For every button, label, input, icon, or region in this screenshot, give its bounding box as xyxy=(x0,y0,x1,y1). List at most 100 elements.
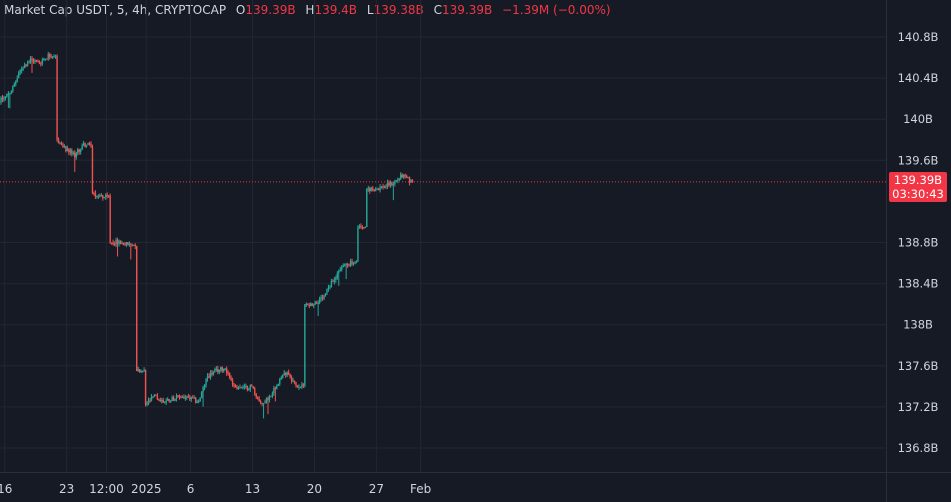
candle-body xyxy=(394,181,396,184)
candle-body xyxy=(147,400,150,404)
candle-body xyxy=(54,56,57,58)
candle-body xyxy=(128,243,131,246)
x-tick-label: 13 xyxy=(245,482,260,496)
candle-body xyxy=(243,386,246,388)
candle-body xyxy=(326,289,328,294)
candle-body xyxy=(43,59,45,61)
candle-body xyxy=(336,273,339,279)
x-tick-label: 16 xyxy=(0,482,12,496)
candle-body xyxy=(385,186,387,188)
candle-body xyxy=(346,264,349,266)
candle-body xyxy=(203,385,206,388)
candle-body xyxy=(208,376,210,378)
candle-body xyxy=(357,227,359,262)
candle-body xyxy=(161,400,163,402)
candle-body xyxy=(31,58,33,60)
candle-body xyxy=(134,244,136,247)
candle-body xyxy=(122,242,125,245)
candle-body xyxy=(66,148,69,152)
candle-body xyxy=(85,144,88,147)
candle-body xyxy=(305,303,308,305)
candle-body xyxy=(143,369,145,371)
candle-body xyxy=(348,265,350,267)
candle-body xyxy=(180,397,182,399)
candle-body xyxy=(152,396,154,398)
candle-body xyxy=(217,368,219,373)
candle-body xyxy=(361,227,364,229)
x-tick-label: 20 xyxy=(307,482,322,496)
candle-body xyxy=(50,56,52,58)
y-tick-label: 138.8B xyxy=(898,236,939,250)
candle-body xyxy=(197,401,200,403)
candle-body xyxy=(103,196,105,199)
candle-body xyxy=(195,397,197,403)
candle-body xyxy=(293,380,296,383)
candle-body xyxy=(298,387,300,389)
y-tick-label: 136.8B xyxy=(898,441,939,455)
candle-body xyxy=(200,392,203,398)
candle-body xyxy=(209,372,212,378)
candle-body xyxy=(271,393,274,396)
candle-body xyxy=(107,195,110,197)
candle-body xyxy=(16,78,18,82)
candle-body xyxy=(7,93,10,95)
candle-body xyxy=(130,243,132,245)
candle-body xyxy=(360,225,362,228)
candle-body xyxy=(223,368,225,372)
candle-body xyxy=(296,385,299,388)
candle-body xyxy=(23,64,26,69)
candle-body xyxy=(13,84,15,87)
candle-body xyxy=(388,182,390,186)
candle-body xyxy=(19,70,21,73)
candle-body xyxy=(119,240,122,245)
candle-body xyxy=(267,397,269,400)
candle-body xyxy=(230,378,232,381)
candle-body xyxy=(301,384,303,388)
candle-body xyxy=(252,386,254,389)
candle-body xyxy=(398,178,400,180)
candle-body xyxy=(15,81,17,85)
candle-body xyxy=(404,174,406,176)
y-tick-label: 138B xyxy=(903,318,933,332)
candle-body xyxy=(156,395,159,400)
candle-body xyxy=(187,396,190,398)
candle-body xyxy=(166,398,169,401)
candle-body xyxy=(189,397,191,400)
x-tick-label: 23 xyxy=(59,482,74,496)
candle-body xyxy=(380,186,383,188)
candle-body xyxy=(74,152,76,158)
candle-body xyxy=(159,399,162,401)
candle-body xyxy=(59,143,61,145)
candle-body xyxy=(78,149,80,152)
candle-body xyxy=(140,370,142,372)
candle-body xyxy=(96,196,98,198)
candle-body xyxy=(106,195,108,197)
candle-body xyxy=(38,61,41,64)
candle-body xyxy=(315,302,318,304)
candle-body xyxy=(164,402,166,404)
candle-body xyxy=(110,242,113,244)
candle-body xyxy=(192,397,194,399)
candle-body xyxy=(245,385,247,387)
candle-body xyxy=(402,174,405,178)
candle-body xyxy=(87,143,89,145)
candle-body xyxy=(284,372,287,376)
candle-body xyxy=(373,189,375,192)
candle-body xyxy=(22,68,24,70)
candle-body xyxy=(374,189,377,192)
candle-body xyxy=(127,242,129,246)
candle-body xyxy=(379,187,381,191)
candle-body xyxy=(289,374,291,378)
candle-body xyxy=(51,56,54,58)
candle-body xyxy=(286,372,288,376)
candle-body xyxy=(162,400,164,403)
legend-open-label: O xyxy=(235,3,246,17)
candle-body xyxy=(75,152,77,158)
candle-body xyxy=(26,63,29,66)
candle-body xyxy=(258,398,260,402)
candle-body xyxy=(282,374,284,378)
candle-body xyxy=(318,298,321,303)
candle-body xyxy=(6,94,8,97)
candle-body xyxy=(196,401,198,403)
